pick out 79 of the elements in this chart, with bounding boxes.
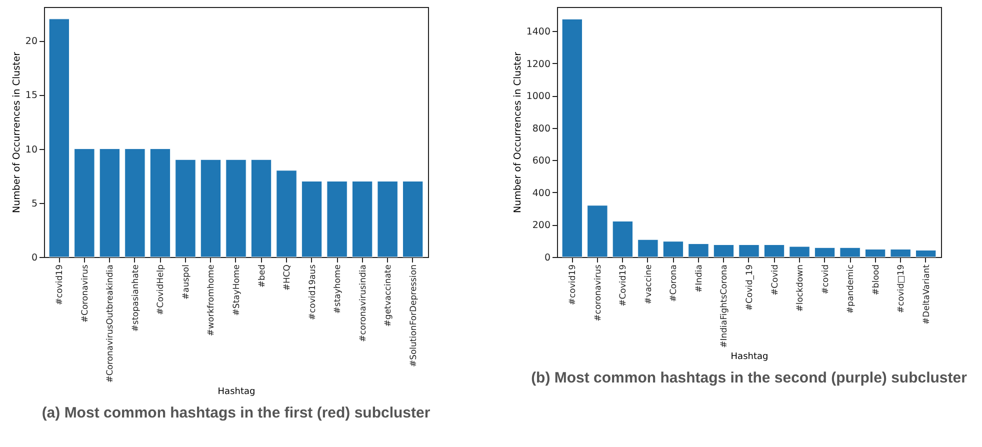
- x-tick-label: #covid: [820, 264, 831, 294]
- bar: [74, 148, 95, 258]
- bar: [276, 170, 297, 258]
- bar: [662, 241, 684, 258]
- bar: [738, 244, 760, 258]
- bar: [915, 250, 936, 258]
- bar: [226, 159, 246, 258]
- x-tick-label: #Covid19: [618, 264, 629, 306]
- x-tick-label: #stayhome: [333, 264, 344, 314]
- bar: [124, 148, 146, 258]
- bar: [688, 244, 709, 258]
- x-tick-label: #Corona: [669, 264, 680, 302]
- bar: [562, 18, 583, 258]
- x-tick-label: #StayHome: [232, 264, 242, 316]
- x-tick-label: #India: [694, 264, 704, 292]
- y-tick-label: 0: [544, 252, 550, 264]
- text: (b) Most common hashtags in the second (purple) subcluster: [531, 369, 968, 386]
- bar: [48, 18, 70, 258]
- bar: [200, 159, 222, 258]
- x-tick-label: #coronavirusindia: [358, 264, 368, 342]
- bar: [175, 159, 196, 258]
- x-tick-label: #HCQ: [282, 264, 293, 291]
- bar: [301, 180, 322, 258]
- x-tick-label: #Covid: [770, 264, 780, 296]
- x-tick-label: #workfromhome: [206, 264, 217, 336]
- bar: [250, 159, 272, 258]
- bar: [352, 180, 373, 258]
- bar: [99, 148, 120, 258]
- y-tick-label: 800: [532, 123, 550, 134]
- y-axis-title: Number of Occurrences in Cluster: [11, 52, 22, 214]
- x-tick-label: #DeltaVariant: [922, 264, 932, 324]
- y-tick-label: 1200: [526, 58, 550, 70]
- x-axis-title: Hashtag: [218, 386, 256, 397]
- y-tick-label: 600: [532, 156, 550, 167]
- x-tick-label: #Covid_19: [745, 264, 755, 311]
- x-tick-label: #auspol: [181, 264, 192, 300]
- x-tick-label: #covid□19: [896, 264, 907, 314]
- x-tick-label: #Coronavirus: [80, 264, 90, 323]
- bar: [840, 247, 860, 258]
- y-tick-label: 20: [25, 36, 38, 48]
- bar: [587, 205, 608, 258]
- x-tick-label: #covid19aus: [308, 264, 318, 320]
- bar: [713, 244, 734, 258]
- x-tick-label: #blood: [871, 264, 882, 296]
- bar: [638, 239, 658, 258]
- bar: [402, 180, 424, 258]
- bar: [890, 249, 911, 258]
- x-tick-label: #covid19: [55, 264, 66, 306]
- y-tick-label: 10: [25, 144, 38, 156]
- x-tick-label: #bed: [257, 264, 268, 288]
- x-tick-label: #IndiaFightsCorona: [720, 264, 730, 348]
- x-tick-label: #CoronavirusOutbreakindia: [106, 264, 116, 383]
- x-axis-title: Hashtag: [730, 352, 768, 362]
- x-tick-label: #stopasianhate: [130, 264, 141, 332]
- x-tick-label: #SolutionForDepression: [408, 264, 419, 368]
- y-tick-label: 0: [31, 252, 38, 264]
- text: (a) Most common hashtags in the first (red) subcluster: [42, 404, 430, 422]
- x-tick-label: #CovidHelp: [156, 264, 166, 315]
- y-tick-label: 1400: [526, 26, 550, 38]
- x-tick-label: #lockdown: [796, 264, 806, 312]
- x-tick-label: #coronavirus: [593, 264, 604, 322]
- y-axis-title: Number of Occurrences in Cluster: [512, 52, 524, 214]
- bar: [814, 247, 836, 258]
- y-tick-label: 200: [532, 220, 550, 232]
- y-tick-label: 400: [532, 188, 550, 199]
- y-tick-label: 5: [31, 198, 38, 210]
- bar: [377, 180, 398, 258]
- y-tick-label: 1000: [526, 91, 550, 102]
- x-tick-label: #pandemic: [846, 264, 856, 314]
- bar: [789, 246, 810, 258]
- bar: [864, 249, 886, 258]
- x-tick-label: #covid19: [568, 264, 578, 306]
- x-tick-label: #vaccine: [644, 264, 654, 304]
- bar: [764, 244, 785, 258]
- bar: [326, 180, 348, 258]
- bar: [612, 220, 634, 258]
- y-tick-label: 15: [25, 90, 38, 102]
- x-tick-label: #getvaccinate: [384, 264, 394, 327]
- bar: [150, 148, 171, 258]
